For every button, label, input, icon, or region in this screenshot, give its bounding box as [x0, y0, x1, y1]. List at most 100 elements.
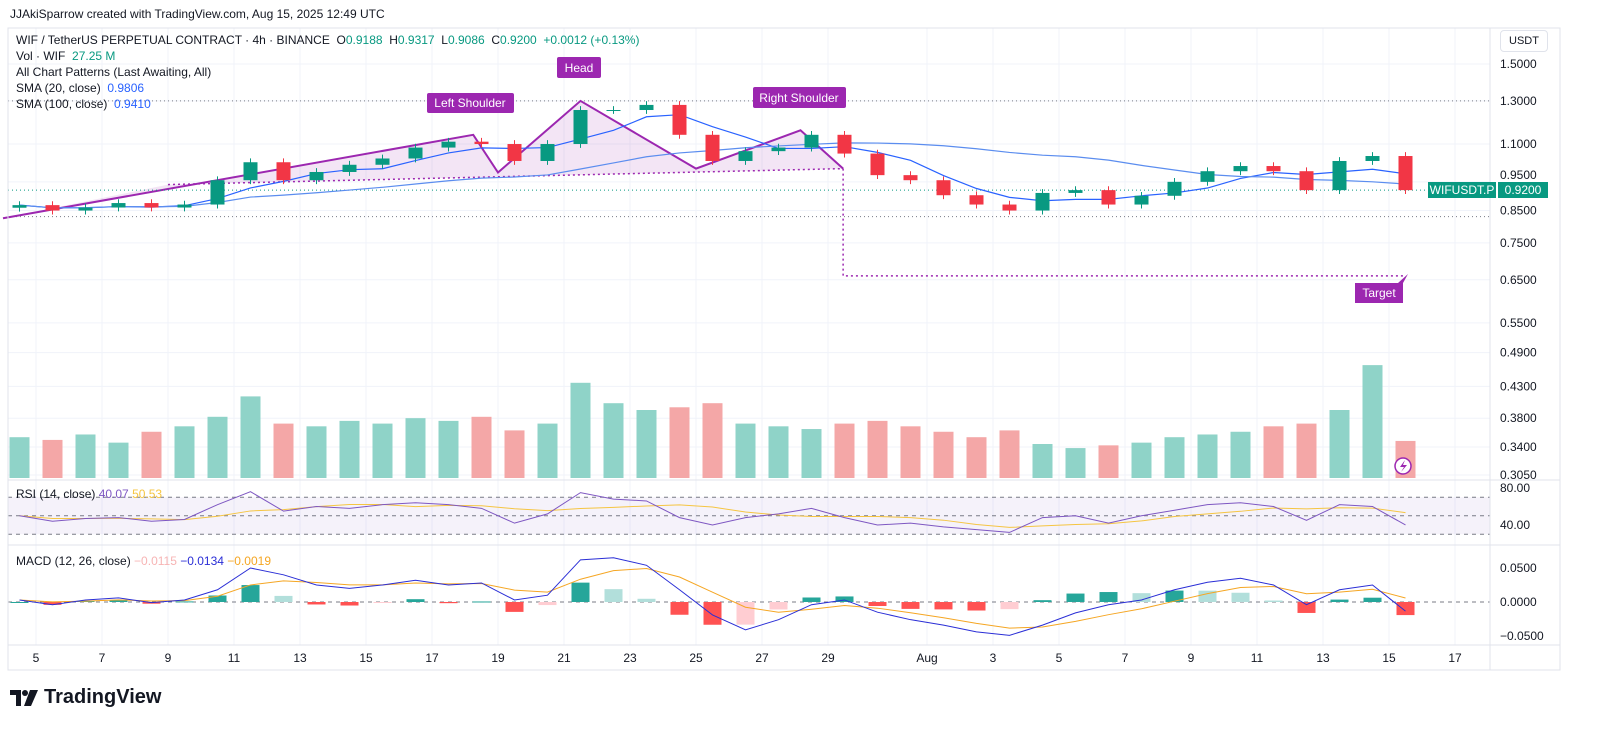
tradingview-logo-icon: [10, 689, 38, 706]
candle-body: [243, 162, 258, 181]
macd-tick-label: 0.0500: [1500, 561, 1537, 575]
candle-body: [1002, 204, 1017, 211]
x-tick-label: 5: [33, 651, 40, 665]
low-label: L: [441, 33, 448, 47]
x-tick-label: 23: [623, 651, 637, 665]
chart-credit: JJAkiSparrow created with TradingView.co…: [10, 7, 385, 21]
legend-sma100[interactable]: SMA (100, close) 0.9410: [16, 97, 151, 111]
grid: [8, 28, 1490, 645]
x-tick-label: 17: [1448, 651, 1462, 665]
volume-bar: [240, 396, 261, 478]
volume-bar: [405, 418, 426, 478]
candle-body: [672, 104, 687, 135]
candle-body: [771, 147, 786, 152]
label-right-shoulder: Right Shoulder: [753, 87, 846, 108]
x-tick-label: 11: [228, 651, 241, 665]
volume-bar: [1032, 444, 1053, 478]
candle-body: [12, 205, 27, 208]
volume-bar: [141, 431, 162, 478]
candle-body: [474, 141, 489, 145]
macd-histogram-bar: [538, 602, 557, 606]
x-tick-label: 15: [1382, 651, 1396, 665]
x-tick-label: 17: [425, 651, 439, 665]
candle-body: [1266, 166, 1281, 172]
pattern-fill: [3, 100, 844, 219]
candle-body: [1101, 190, 1116, 205]
x-tick-label: 7: [99, 651, 106, 665]
legend-patterns[interactable]: All Chart Patterns (Last Awaiting, All): [16, 65, 212, 79]
open-value: 0.9188: [345, 33, 383, 47]
macd-histogram-bar: [1396, 602, 1415, 616]
macd-histogram-bar: [1363, 597, 1382, 602]
macd-pane: [8, 557, 1490, 636]
x-tick-label: 19: [491, 651, 505, 665]
macd-histogram-bar: [1066, 593, 1085, 602]
x-tick-label: 15: [359, 651, 373, 665]
volume-bar: [108, 442, 129, 478]
price-tick-label: 0.3400: [1500, 440, 1537, 454]
price-tick-label: 0.5500: [1500, 316, 1537, 330]
legend-sma20[interactable]: SMA (20, close) 0.9806: [16, 81, 145, 95]
volume-bar: [669, 407, 690, 478]
rsi-tick-label: 80.00: [1500, 481, 1530, 495]
candle-body: [1365, 156, 1380, 161]
legend-volume[interactable]: Vol · WIF 27.25 M: [16, 49, 116, 63]
volume-bar: [1131, 442, 1152, 478]
volume-bar: [768, 426, 789, 478]
macd-histogram-bar: [1132, 593, 1151, 602]
macd-histogram-bar: [109, 600, 128, 602]
symbol-title[interactable]: WIF / TetherUS PERPETUAL CONTRACT · 4h ·…: [16, 33, 330, 47]
price-tick-label: 0.7500: [1500, 236, 1537, 250]
volume-bar: [735, 423, 756, 478]
lightning-icon[interactable]: [1394, 457, 1412, 475]
macd-line: [19, 557, 1406, 636]
candle-body: [144, 203, 159, 208]
volume-bar: [1164, 437, 1185, 478]
macd-histogram-bar: [835, 596, 854, 602]
tradingview-logo[interactable]: TradingView: [10, 686, 161, 709]
candle-body: [606, 110, 621, 112]
macd-histogram-bar: [736, 602, 755, 625]
macd-histogram-bar: [637, 598, 656, 602]
volume-bar: [438, 420, 459, 478]
legend: WIF / TetherUS PERPETUAL CONTRACT · 4h ·…: [16, 32, 639, 112]
x-tick-label: 9: [1188, 651, 1195, 665]
volume-bar: [1362, 365, 1383, 478]
currency-button[interactable]: USDT: [1500, 30, 1548, 52]
volume-bar: [603, 403, 624, 478]
volume-bar: [339, 420, 360, 478]
rsi-tick-label: 40.00: [1500, 518, 1530, 532]
macd-histogram-bar: [274, 595, 293, 602]
volume-bar: [867, 420, 888, 478]
volume-bar: [9, 437, 30, 478]
rsi-line: [19, 491, 1406, 533]
candle-body: [1398, 156, 1413, 191]
volume-bars: [9, 365, 1416, 478]
candle-body: [969, 195, 984, 205]
svg-text:Left Shoulder: Left Shoulder: [434, 96, 505, 110]
price-tick-label: 0.3050: [1500, 468, 1537, 482]
volume-bar: [273, 423, 294, 478]
candle-body: [837, 134, 852, 154]
candle-body: [1332, 160, 1347, 191]
svg-text:0.9200: 0.9200: [1505, 183, 1542, 197]
candle-body: [1200, 171, 1215, 182]
pattern-line: [2, 99, 844, 220]
candle-body: [573, 110, 588, 145]
macd-signal-line: [19, 567, 1406, 629]
x-tick-label: 13: [293, 651, 307, 665]
last-price-tag: WIFUSDT.P 0.9200: [1428, 182, 1548, 198]
macd-histogram-bar: [571, 582, 590, 602]
candle-body: [1134, 195, 1149, 205]
price-tick-label: 0.6500: [1500, 273, 1537, 287]
candle-body: [78, 207, 93, 211]
label-left-shoulder: Left Shoulder: [427, 93, 514, 113]
volume-bar: [999, 430, 1020, 478]
macd-histogram-bar: [604, 589, 623, 602]
macd-histogram-bar: [505, 602, 524, 612]
macd-histogram-bar: [1000, 602, 1019, 610]
macd-histogram-bar: [769, 602, 788, 610]
x-tick-label: 9: [165, 651, 172, 665]
candles: [12, 101, 1413, 215]
